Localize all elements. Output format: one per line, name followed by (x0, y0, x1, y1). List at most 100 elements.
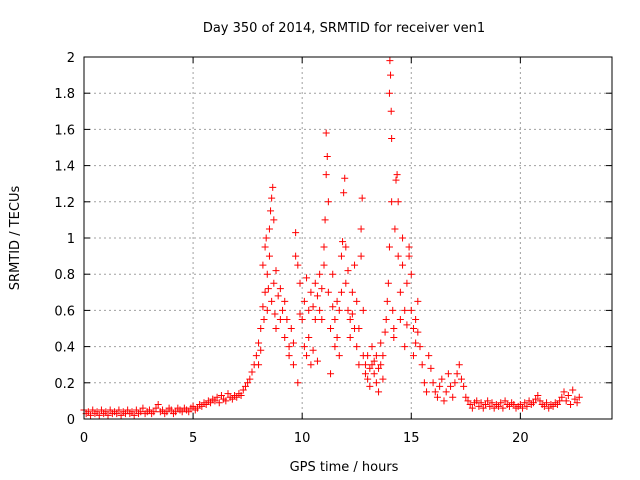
data-point (523, 402, 531, 410)
data-point (331, 315, 339, 323)
data-point (556, 397, 564, 405)
data-point (488, 399, 496, 407)
data-point (117, 411, 125, 419)
data-point (573, 399, 581, 407)
data-point (341, 174, 349, 182)
grid-layer (84, 57, 612, 419)
data-point (281, 334, 289, 342)
y-tick-label: 1.4 (54, 160, 75, 175)
data-point (481, 401, 489, 409)
data-point (379, 352, 387, 360)
data-point (368, 343, 376, 351)
data-point (172, 408, 180, 416)
data-point (305, 334, 313, 342)
data-point (438, 375, 446, 383)
data-point (333, 334, 341, 342)
data-point (388, 134, 396, 142)
data-point (329, 270, 337, 278)
data-point (224, 390, 232, 398)
data-point (394, 198, 402, 206)
data-point (263, 270, 271, 278)
data-point (372, 352, 380, 360)
data-point (303, 352, 311, 360)
data-point (269, 183, 277, 191)
data-point (418, 361, 426, 369)
data-point (265, 252, 273, 260)
data-point (366, 364, 374, 372)
data-point (185, 408, 193, 416)
data-point (294, 261, 302, 269)
data-point (331, 343, 339, 351)
data-point (289, 339, 297, 347)
data-point (327, 370, 335, 378)
data-point (364, 375, 372, 383)
data-point (276, 285, 284, 293)
data-point (318, 285, 326, 293)
data-point (267, 207, 275, 215)
data-point (132, 406, 140, 414)
data-point (543, 399, 551, 407)
data-point (457, 375, 465, 383)
data-point (394, 252, 402, 260)
data-point (342, 243, 350, 251)
data-point (377, 339, 385, 347)
data-point (285, 343, 293, 351)
data-point (333, 297, 341, 305)
data-point (318, 315, 326, 323)
y-tick-label: 1.2 (54, 196, 75, 211)
data-point (532, 395, 540, 403)
data-point (324, 288, 332, 296)
data-point (346, 334, 354, 342)
data-point (322, 129, 330, 137)
data-point (519, 404, 527, 412)
data-point (348, 310, 356, 318)
data-point (335, 306, 343, 314)
data-point (309, 303, 317, 311)
data-point (228, 395, 236, 403)
data-point (484, 397, 492, 405)
data-point (307, 288, 315, 296)
data-point (337, 252, 345, 260)
data-point (370, 357, 378, 365)
data-point (433, 393, 441, 401)
data-point (529, 399, 537, 407)
data-point (294, 379, 302, 387)
data-point (292, 252, 300, 260)
data-point (501, 397, 509, 405)
data-point (389, 306, 397, 314)
data-point (370, 370, 378, 378)
data-point (495, 402, 503, 410)
data-point (379, 375, 387, 383)
data-point (569, 386, 577, 394)
data-point (329, 303, 337, 311)
data-point (211, 397, 219, 405)
chart-title: Day 350 of 2014, SRMTID for receiver ven… (203, 21, 485, 36)
data-point (261, 288, 269, 296)
data-point (405, 243, 413, 251)
data-point (442, 388, 450, 396)
data-point (564, 391, 572, 399)
data-point (414, 297, 422, 305)
data-point (257, 325, 265, 332)
data-point (268, 297, 276, 305)
data-point (311, 315, 319, 323)
data-point (409, 352, 417, 360)
y-tick-label: 0.4 (54, 341, 75, 356)
data-point (260, 315, 268, 323)
data-point (321, 216, 329, 224)
data-point (473, 397, 481, 405)
data-point (407, 270, 415, 278)
data-point (259, 303, 267, 311)
data-point (281, 297, 289, 305)
data-point (499, 404, 507, 412)
data-point (388, 198, 396, 206)
data-point (525, 397, 533, 405)
data-point (353, 297, 361, 305)
data-point (401, 343, 409, 351)
data-point (303, 274, 311, 282)
data-point (271, 310, 279, 318)
data-point (305, 306, 313, 314)
data-point (244, 379, 252, 387)
data-point (320, 261, 328, 269)
data-point (464, 397, 472, 405)
